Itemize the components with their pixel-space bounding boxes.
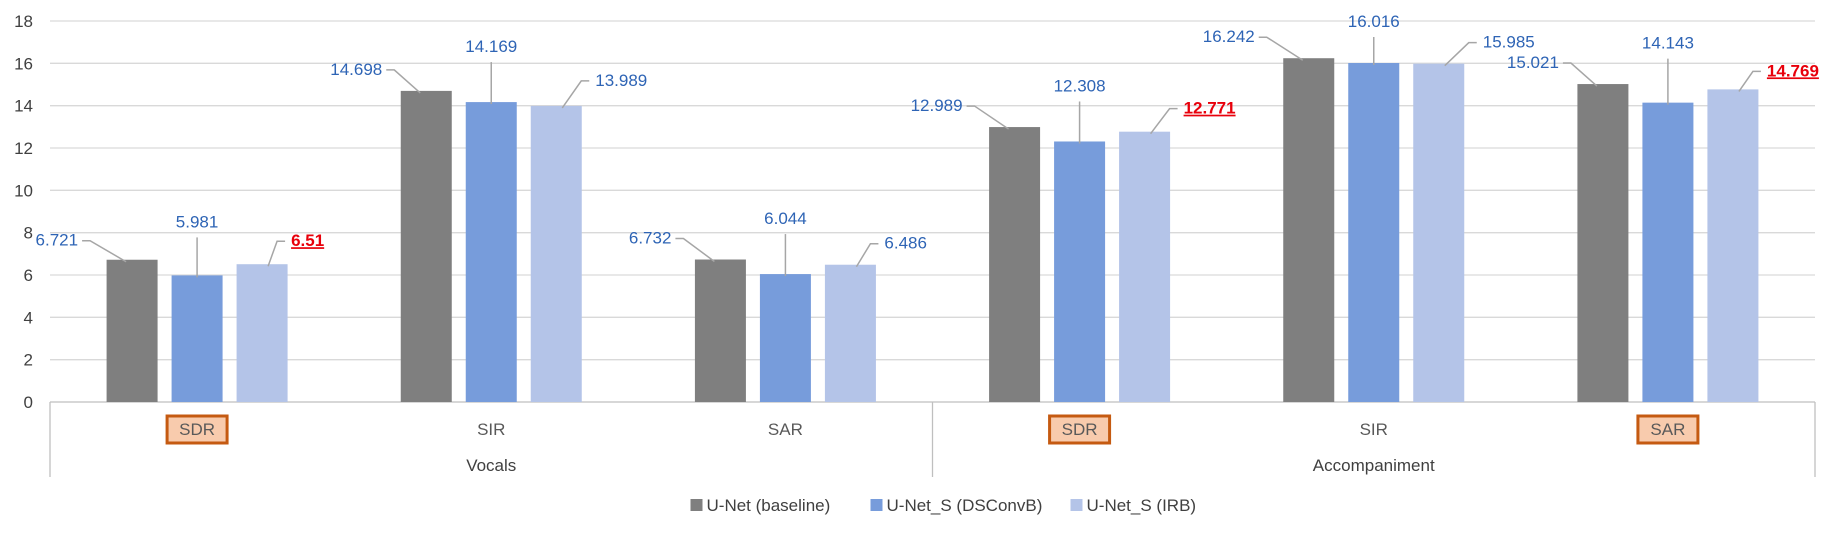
data-label: 6.044 xyxy=(764,209,807,228)
bar xyxy=(400,90,452,402)
y-tick-label: 14 xyxy=(14,97,33,116)
y-tick-label: 18 xyxy=(14,12,33,31)
group-label: Accompaniment xyxy=(1313,456,1435,475)
leader-line xyxy=(82,239,127,263)
leader-line xyxy=(1444,41,1477,67)
legend: U-Net (baseline) U-Net_S (DSConvB) U-Net_S… xyxy=(690,496,1197,515)
data-label: 16.016 xyxy=(1348,12,1400,31)
leader-line xyxy=(267,240,286,267)
y-tick-label: 2 xyxy=(24,351,33,370)
data-label: 13.989 xyxy=(595,71,647,90)
bar xyxy=(759,274,811,402)
data-label: 12.308 xyxy=(1054,76,1106,95)
legend-label: U-Net_S (IRB) xyxy=(1087,496,1197,515)
data-label: 14.698 xyxy=(330,60,382,79)
leader-line xyxy=(675,237,715,263)
data-label: 6.721 xyxy=(36,231,79,250)
data-label: 15.021 xyxy=(1507,53,1559,72)
bar xyxy=(530,105,582,402)
category-highlight-box xyxy=(1636,414,1700,445)
bar xyxy=(1283,58,1335,402)
y-tick-label: 0 xyxy=(24,393,33,412)
legend-label: U-Net_S (DSConvB) xyxy=(887,496,1043,515)
group-label: Vocals xyxy=(466,456,516,475)
leader-line xyxy=(1562,62,1598,87)
category-label: SIR xyxy=(477,420,505,439)
bar xyxy=(465,102,517,402)
category-label: SAR xyxy=(1650,420,1685,439)
bar xyxy=(989,127,1041,403)
category-label: SDR xyxy=(1062,420,1098,439)
bar xyxy=(106,259,158,402)
data-label: 14.169 xyxy=(465,37,517,56)
gridlines xyxy=(50,20,1815,361)
data-label: 12.771 xyxy=(1184,99,1236,118)
legend-swatch xyxy=(690,499,703,511)
data-label: 12.989 xyxy=(911,96,963,115)
legend-label: U-Net (baseline) xyxy=(707,496,831,515)
bar xyxy=(824,264,876,402)
data-label: 14.769 xyxy=(1767,61,1819,80)
category-highlight-box xyxy=(165,414,229,445)
leader-line xyxy=(855,242,879,268)
y-tick-label: 12 xyxy=(14,139,33,158)
category-label: SDR xyxy=(179,420,215,439)
axes: 0 2 4 6 8 10 12 14 16 18 xyxy=(14,12,1816,477)
bars xyxy=(106,58,1759,403)
data-label: 14.143 xyxy=(1642,34,1694,53)
data-label: 16.242 xyxy=(1203,27,1255,46)
y-tick-label: 10 xyxy=(14,181,33,200)
bar xyxy=(171,275,223,402)
data-label: 15.985 xyxy=(1483,33,1535,52)
bar xyxy=(694,259,746,402)
y-tick-label: 6 xyxy=(24,266,33,285)
bar xyxy=(1707,89,1759,403)
data-labels: 6.721 14.698 6.732 12.989 16.242 15.021 5.981 1… xyxy=(36,12,1819,278)
bar xyxy=(1119,131,1171,403)
bar xyxy=(1577,84,1629,403)
bar xyxy=(1413,63,1465,403)
data-label: 5.981 xyxy=(176,212,219,231)
bar xyxy=(1642,102,1694,402)
leader-line xyxy=(386,69,421,94)
data-label: 6.732 xyxy=(629,229,672,248)
legend-swatch xyxy=(1070,499,1083,511)
leader-line xyxy=(966,105,1010,130)
y-tick-label: 4 xyxy=(24,308,33,327)
data-label: 6.486 xyxy=(884,234,927,253)
bar xyxy=(236,264,288,402)
category-axis: SDR SIR SAR SDR SIR SAR Vocals Accompaniment xyxy=(165,414,1700,475)
bar xyxy=(1348,62,1400,403)
y-tick-label: 8 xyxy=(24,224,33,243)
bar xyxy=(1054,141,1106,403)
data-label: 6.51 xyxy=(291,231,324,250)
legend-swatch xyxy=(870,499,883,511)
leader-line xyxy=(1149,107,1178,135)
category-label: SAR xyxy=(768,420,803,439)
category-label: SIR xyxy=(1360,420,1388,439)
y-tick-label: 16 xyxy=(14,54,33,73)
leader-line xyxy=(1738,70,1761,92)
category-highlight-box xyxy=(1048,414,1112,445)
leader-line xyxy=(561,80,590,109)
leader-line xyxy=(1258,36,1304,61)
